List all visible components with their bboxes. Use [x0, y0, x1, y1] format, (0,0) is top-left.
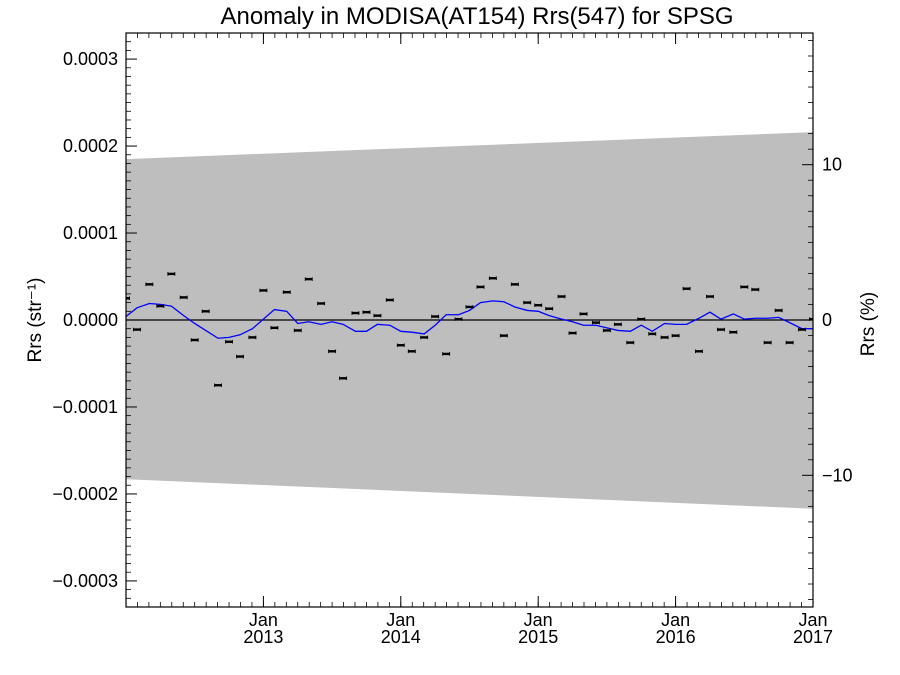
data-point [167, 272, 176, 276]
data-point [637, 317, 646, 321]
data-point [534, 303, 543, 308]
smooth-line-series [126, 300, 813, 339]
data-point [740, 285, 749, 289]
y-tick-label-left: −0.0002 [52, 484, 118, 504]
data-point [454, 317, 463, 321]
x-tick-label-year: 2014 [381, 627, 421, 647]
x-tick-label-month: Jan [661, 610, 690, 630]
data-point [579, 312, 588, 316]
data-point [248, 335, 257, 340]
data-point [201, 309, 210, 314]
data-point [465, 305, 474, 309]
data-point [671, 333, 680, 338]
data-point [763, 340, 772, 345]
y-tick-label-left: 0.0003 [63, 49, 118, 69]
data-point [591, 320, 600, 325]
data-point [214, 383, 223, 388]
data-point [304, 277, 313, 281]
data-point [613, 322, 622, 327]
data-point [145, 282, 154, 287]
data-point [190, 338, 199, 342]
y-tick-label-left: 0.0002 [63, 136, 118, 156]
y-axis-label-left: Rrs (str⁻¹) [25, 278, 46, 363]
y-tick-label-left: −0.0003 [52, 571, 118, 591]
data-point [351, 311, 360, 315]
data-point [396, 343, 405, 348]
data-point [695, 349, 703, 354]
data-point [293, 328, 302, 333]
data-point [706, 294, 714, 299]
data-point [431, 314, 440, 319]
data-point [156, 304, 165, 308]
anomaly-points [126, 272, 813, 388]
data-point [236, 354, 244, 359]
data-point [557, 294, 566, 299]
data-point [282, 290, 291, 294]
y-tick-label-right: −10 [822, 465, 853, 485]
data-point [751, 287, 760, 292]
data-point [729, 330, 738, 334]
y-tick-label-right: 10 [822, 155, 842, 175]
y-tick-label-left: −0.0001 [52, 397, 118, 417]
data-point [420, 335, 429, 340]
data-point [373, 313, 382, 318]
data-point [774, 308, 783, 313]
y-tick-label-left: 0.0000 [63, 310, 118, 330]
data-point [602, 328, 611, 333]
x-tick-label-year: 2017 [793, 627, 833, 647]
data-point [660, 335, 669, 340]
data-point [362, 310, 371, 314]
data-point [785, 340, 794, 345]
data-point [317, 301, 326, 306]
data-point [682, 286, 691, 291]
axis-ticks: 0.0003 0.0002 0.0001 0.0000 −0.0001 −0.0002 −0… [52, 32, 853, 647]
data-point [648, 332, 657, 336]
data-point [133, 327, 141, 332]
data-point [179, 295, 188, 300]
data-point [545, 306, 554, 311]
data-point [442, 352, 451, 356]
data-point [126, 296, 130, 301]
data-point [328, 349, 337, 354]
data-point [523, 300, 532, 305]
x-tick-label-month: Jan [386, 610, 415, 630]
data-point [385, 298, 394, 302]
y-tick-label-left: 0.0001 [63, 223, 118, 243]
x-tick-label-year: 2016 [656, 627, 696, 647]
data-point [798, 327, 806, 332]
data-point [476, 285, 485, 289]
x-tick-label-year: 2013 [243, 627, 283, 647]
x-tick-label-month: Jan [524, 610, 553, 630]
data-point [339, 376, 348, 381]
x-tick-label-month: Jan [798, 610, 827, 630]
y-axis-label-right: Rrs (%) [858, 292, 879, 356]
data-point [499, 333, 508, 338]
data-point [568, 331, 577, 335]
data-point [407, 349, 416, 354]
data-point [510, 282, 519, 287]
data-point [626, 340, 635, 345]
data-point [488, 276, 497, 281]
data-point [259, 288, 268, 293]
x-tick-label-year: 2015 [518, 627, 558, 647]
plot-area [126, 132, 813, 509]
y-tick-label-right: 0 [822, 310, 832, 330]
data-point [270, 326, 279, 330]
data-point [225, 339, 234, 344]
x-tick-label-month: Jan [249, 610, 278, 630]
chart-title: Anomaly in MODISA(AT154) Rrs(547) for SP… [220, 3, 733, 30]
data-point [716, 327, 725, 332]
